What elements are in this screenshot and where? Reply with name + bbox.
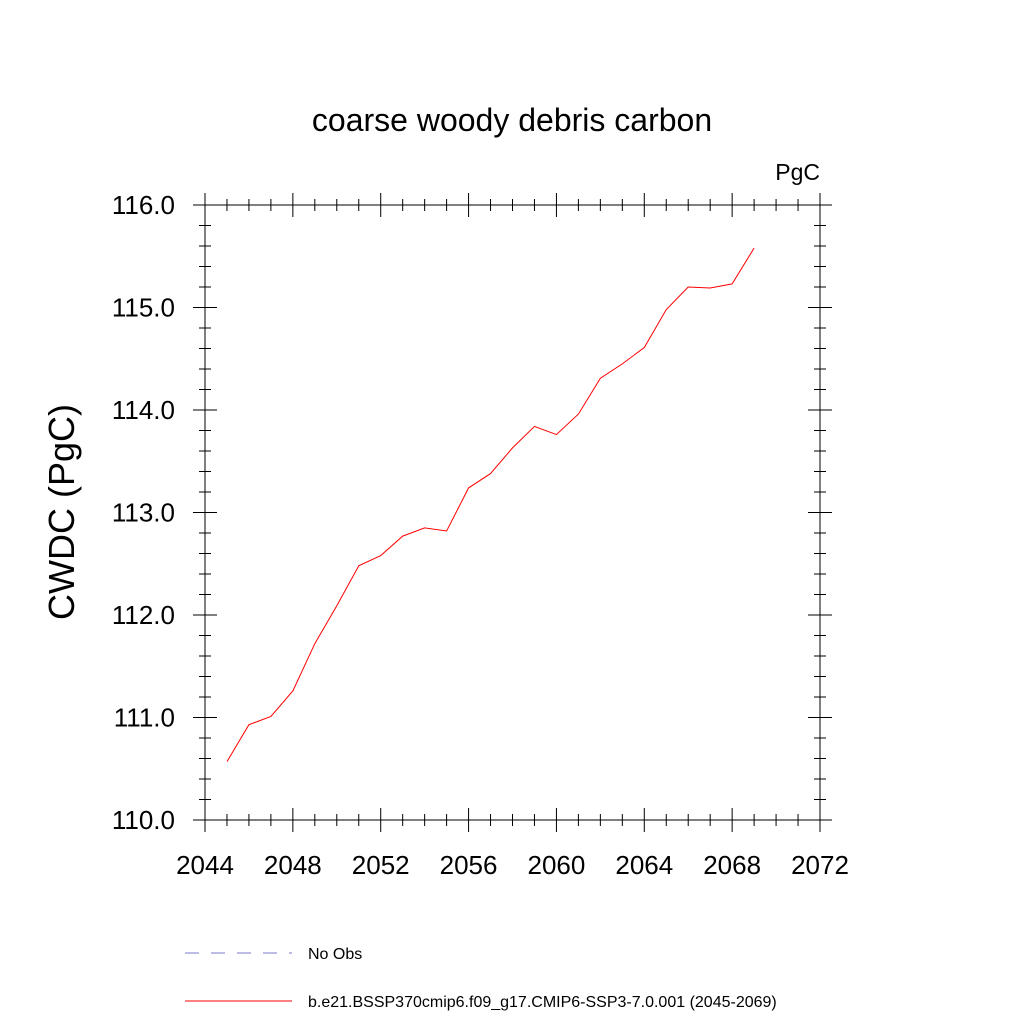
y-tick-label: 114.0 [112,395,175,425]
x-tick-label: 2048 [264,850,322,880]
tick-labels: 2044 2048 2052 2056 2060 2064 2068 2072 110.0 111… [112,190,849,880]
y-tick-label: 110.0 [112,805,175,835]
x-tick-label: 2064 [615,850,673,880]
y-tick-label: 115.0 [112,293,175,323]
x-tick-label: 2044 [176,850,234,880]
x-tick-label: 2060 [528,850,586,880]
axis-ticks [193,193,832,832]
y-tick-label: 111.0 [114,703,175,733]
plot-frame [204,204,821,821]
legend-label-model-run: b.e21.BSSP370cmip6.f09_g17.CMIP6-SSP3-7.… [308,994,777,1011]
series-layer [226,247,755,762]
x-tick-label: 2072 [791,850,849,880]
x-tick-label: 2056 [440,850,498,880]
y-axis-label: CWDC (PgC) [41,404,82,620]
units-label: PgC [775,159,820,185]
x-tick-label: 2052 [352,850,410,880]
x-tick-label: 2068 [703,850,761,880]
series-line-0 [226,247,755,762]
y-tick-label: 112.0 [112,600,175,630]
y-tick-label: 116.0 [112,190,175,220]
legend-label-no-obs: No Obs [308,946,362,963]
legend: No Obs b.e21.BSSP370cmip6.f09_g17.CMIP6-… [185,946,777,1011]
y-tick-label: 113.0 [112,498,175,528]
chart-title: coarse woody debris carbon [312,102,712,138]
